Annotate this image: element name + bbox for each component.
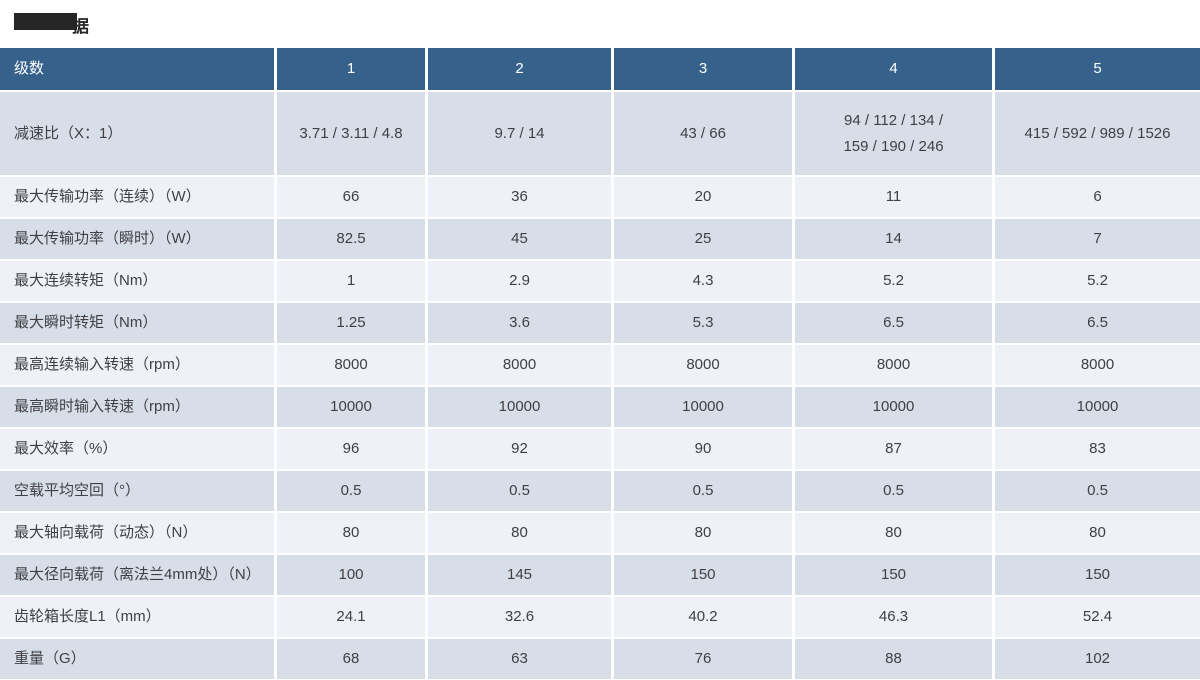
- cell-value: 96: [277, 429, 425, 469]
- cell-value: 10000: [995, 387, 1200, 427]
- cell-value: 90: [614, 429, 792, 469]
- column-header-2: 2: [428, 48, 611, 90]
- cell-value: 88: [795, 639, 992, 679]
- row-label-max-power-continuous: 最大传输功率（连续）（W）: [0, 177, 274, 217]
- cell-value: 8000: [995, 345, 1200, 385]
- cell-value: 92: [428, 429, 611, 469]
- cell-value: 145: [428, 555, 611, 595]
- cell-value: 80: [614, 513, 792, 553]
- row-label-max-efficiency: 最大效率（%）: [0, 429, 274, 469]
- row-label-no-load-backlash: 空载平均空回（°）: [0, 471, 274, 511]
- cell-value: 8000: [428, 345, 611, 385]
- cell-value: 102: [995, 639, 1200, 679]
- cell-value: 100: [277, 555, 425, 595]
- cell-value: 1: [277, 261, 425, 301]
- cell-value: 0.5: [795, 471, 992, 511]
- cell-value: 0.5: [277, 471, 425, 511]
- row-label-reduction-ratio: 减速比（X：1）: [0, 92, 274, 175]
- cell-value: 6.5: [795, 303, 992, 343]
- cell-value: 2.9: [428, 261, 611, 301]
- title-redaction-box: [14, 13, 77, 30]
- cell-value: 7: [995, 219, 1200, 259]
- cell-value: 94 / 112 / 134 / 159 / 190 / 246: [795, 92, 992, 175]
- cell-value: 150: [614, 555, 792, 595]
- column-header-1: 1: [277, 48, 425, 90]
- cell-value: 87: [795, 429, 992, 469]
- column-header-3: 3: [614, 48, 792, 90]
- cell-value: 46.3: [795, 597, 992, 637]
- cell-value: 45: [428, 219, 611, 259]
- cell-value: 6: [995, 177, 1200, 217]
- cell-value: 80: [277, 513, 425, 553]
- cell-value: 3.71 / 3.11 / 4.8: [277, 92, 425, 175]
- cell-value: 8000: [277, 345, 425, 385]
- cell-value: 150: [995, 555, 1200, 595]
- cell-value: 150: [795, 555, 992, 595]
- cell-value: 5.3: [614, 303, 792, 343]
- cell-value: 0.5: [995, 471, 1200, 511]
- cell-value: 80: [795, 513, 992, 553]
- cell-value: 415 / 592 / 989 / 1526: [995, 92, 1200, 175]
- cell-value: 32.6: [428, 597, 611, 637]
- row-label-gearbox-length: 齿轮箱长度L1（mm）: [0, 597, 274, 637]
- cell-value: 40.2: [614, 597, 792, 637]
- cell-value: 11: [795, 177, 992, 217]
- row-label-max-power-instant: 最大传输功率（瞬时）（W）: [0, 219, 274, 259]
- row-label-max-radial-load: 最大径向载荷（离法兰4mm处）（N）: [0, 555, 274, 595]
- cell-value: 24.1: [277, 597, 425, 637]
- column-header-5: 5: [995, 48, 1200, 90]
- row-label-max-instant-torque: 最大瞬时转矩（Nm）: [0, 303, 274, 343]
- cell-value: 20: [614, 177, 792, 217]
- cell-value: 43 / 66: [614, 92, 792, 175]
- row-label-max-continuous-input-speed: 最高连续输入转速（rpm）: [0, 345, 274, 385]
- spec-table: 级数 1 2 3 4 5 减速比（X：1） 3.71 / 3.11 / 4.8 …: [0, 48, 1200, 679]
- cell-value: 36: [428, 177, 611, 217]
- cell-value: 76: [614, 639, 792, 679]
- cell-value: 80: [428, 513, 611, 553]
- page-title: 据: [14, 11, 134, 36]
- cell-value: 68: [277, 639, 425, 679]
- cell-value: 9.7 / 14: [428, 92, 611, 175]
- cell-value: 4.3: [614, 261, 792, 301]
- cell-value: 66: [277, 177, 425, 217]
- cell-value: 10000: [795, 387, 992, 427]
- cell-value: 82.5: [277, 219, 425, 259]
- cell-value: 1.25: [277, 303, 425, 343]
- row-label-max-instant-input-speed: 最高瞬时输入转速（rpm）: [0, 387, 274, 427]
- cell-value: 8000: [795, 345, 992, 385]
- cell-value: 25: [614, 219, 792, 259]
- cell-value: 6.5: [995, 303, 1200, 343]
- row-label-max-axial-load: 最大轴向载荷（动态）（N）: [0, 513, 274, 553]
- cell-value: 0.5: [428, 471, 611, 511]
- cell-value: 5.2: [995, 261, 1200, 301]
- cell-value: 5.2: [795, 261, 992, 301]
- cell-value: 63: [428, 639, 611, 679]
- cell-value: 14: [795, 219, 992, 259]
- column-header-stages: 级数: [0, 48, 274, 90]
- cell-value: 0.5: [614, 471, 792, 511]
- column-header-4: 4: [795, 48, 992, 90]
- cell-value: 83: [995, 429, 1200, 469]
- cell-value: 10000: [614, 387, 792, 427]
- row-label-weight: 重量（G）: [0, 639, 274, 679]
- cell-value: 80: [995, 513, 1200, 553]
- cell-value: 10000: [277, 387, 425, 427]
- row-label-max-continuous-torque: 最大连续转矩（Nm）: [0, 261, 274, 301]
- cell-value: 52.4: [995, 597, 1200, 637]
- cell-value: 8000: [614, 345, 792, 385]
- cell-value: 10000: [428, 387, 611, 427]
- cell-value: 3.6: [428, 303, 611, 343]
